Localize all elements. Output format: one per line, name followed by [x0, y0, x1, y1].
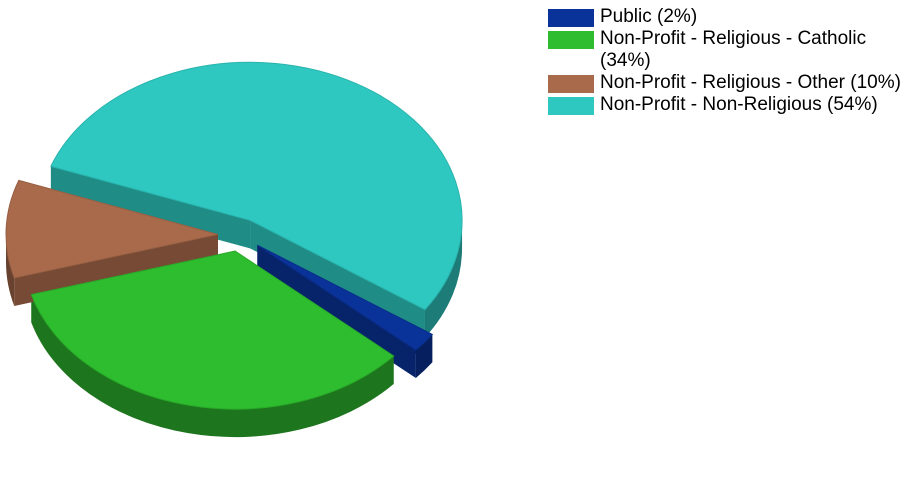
slice-outer-wall — [415, 334, 433, 379]
legend: Public (2%) Non-Profit - Religious - Cath… — [548, 6, 903, 116]
legend-label: Non-Profit - Non-Religious (54%) — [600, 94, 878, 115]
pie-slice — [257, 244, 434, 351]
legend-swatch — [548, 97, 594, 115]
legend-swatch — [548, 9, 594, 27]
pie-slice — [50, 61, 463, 311]
legend-label: Public (2%) — [600, 6, 698, 27]
slice-radial-wall — [50, 166, 251, 249]
legend-item: Non-Profit - Religious - Catholic (34%) — [548, 28, 903, 72]
slice-outer-wall — [31, 294, 394, 438]
legend-item: Public (2%) — [548, 6, 903, 28]
pie-chart — [5, 61, 463, 438]
legend-label: Non-Profit - Religious - Catholic (34%) — [600, 28, 867, 71]
slice-outer-wall — [6, 234, 15, 306]
legend-swatch — [548, 31, 594, 49]
pie-slice — [5, 179, 219, 279]
legend-swatch — [548, 75, 594, 93]
pie-slice — [30, 250, 395, 410]
legend-item: Non-Profit - Religious - Other (10%) — [548, 72, 903, 94]
legend-label: Non-Profit - Religious - Other (10%) — [600, 72, 901, 93]
slice-outer-wall — [424, 220, 463, 338]
legend-item: Non-Profit - Non-Religious (54%) — [548, 94, 903, 116]
